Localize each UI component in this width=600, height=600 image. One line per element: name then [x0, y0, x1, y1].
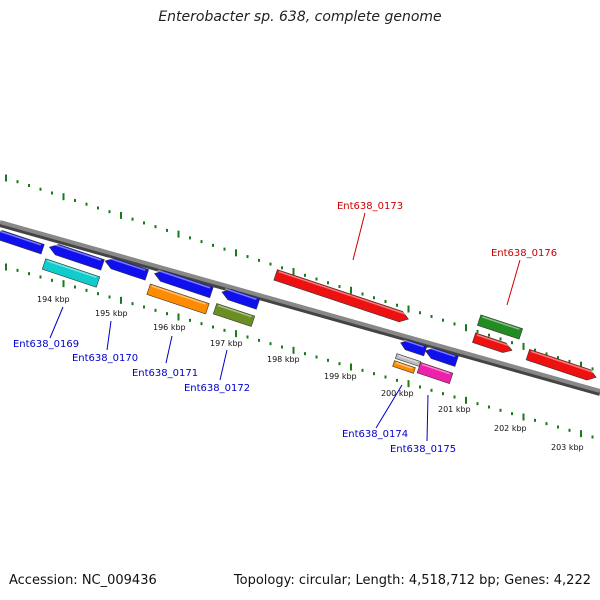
- feature-highlight: [476, 334, 511, 347]
- feature-body: [221, 288, 261, 310]
- backbone: [0, 220, 600, 396]
- leader-line: [506, 259, 521, 306]
- feature-body: [392, 360, 416, 374]
- gene-label-ent638_0170[interactable]: Ent638_0170: [72, 353, 138, 364]
- feature-highlight: [421, 363, 450, 375]
- gene-label-ent638_0172[interactable]: Ent638_0172: [184, 383, 250, 394]
- feature-highlight: [482, 316, 520, 330]
- leader-line: [49, 306, 64, 339]
- feature-body: [273, 269, 409, 323]
- feature-highlight: [52, 243, 102, 261]
- ent638_0175-feature[interactable]: [416, 362, 454, 384]
- feature-highlight: [224, 288, 257, 300]
- feature-highlight: [46, 260, 97, 278]
- kbp-label: 201 kbp: [438, 405, 471, 414]
- feature-highlight: [157, 269, 211, 289]
- feature-body: [416, 362, 454, 384]
- feature-body: [41, 258, 101, 288]
- gene-label-ent638_0171[interactable]: Ent638_0171: [132, 368, 198, 379]
- inner-tick-track: [5, 263, 594, 439]
- leader-line: [352, 212, 366, 261]
- genome-summary: Topology: circular; Length: 4,518,712 bp…: [233, 573, 591, 588]
- feature-body: [146, 283, 210, 315]
- gene-feature[interactable]: [48, 242, 105, 271]
- feature-highlight: [0, 229, 42, 246]
- leader-line: [426, 394, 429, 442]
- feature-highlight: [530, 350, 595, 374]
- gene-label-ent638_0175[interactable]: Ent638_0175: [390, 444, 456, 455]
- gene-feature[interactable]: [220, 287, 261, 310]
- label-leaders: [49, 212, 521, 442]
- gene-feature[interactable]: [525, 349, 598, 382]
- feature-track: [0, 228, 598, 384]
- backbone-line: [0, 220, 600, 393]
- feature-highlight: [278, 270, 408, 316]
- feature-body: [104, 258, 149, 281]
- ent638_0172-feature[interactable]: [212, 303, 256, 327]
- feature-body: [48, 244, 105, 271]
- gene-feature[interactable]: [153, 268, 214, 299]
- feature-body: [525, 349, 597, 381]
- kbp-label: 196 kbp: [153, 323, 186, 332]
- feature-highlight: [217, 304, 252, 318]
- gene-feature[interactable]: [0, 228, 45, 255]
- ent638_0173-feature[interactable]: [273, 269, 410, 325]
- gene-feature[interactable]: [424, 346, 459, 367]
- gene-feature[interactable]: [392, 360, 416, 374]
- leader-line: [375, 384, 403, 429]
- kbp-label: 203 kbp: [551, 443, 584, 452]
- kbp-label: 202 kbp: [494, 424, 527, 433]
- gene-label-ent638_0169[interactable]: Ent638_0169: [13, 339, 79, 350]
- feature-highlight: [403, 339, 424, 348]
- leader-line: [165, 335, 173, 364]
- outer-tick-track: [5, 174, 594, 371]
- feature-body: [472, 332, 513, 353]
- kbp-label: 194 kbp: [37, 295, 70, 304]
- feature-body: [154, 270, 214, 299]
- feature-highlight: [395, 362, 413, 369]
- gene-feature[interactable]: [472, 332, 513, 355]
- accession-label: Accession: NC_009436: [9, 573, 157, 588]
- feature-highlight: [151, 285, 207, 305]
- gene-label-ent638_0173[interactable]: Ent638_0173: [337, 201, 403, 212]
- gene-feature[interactable]: [103, 256, 149, 281]
- kbp-label: 197 kbp: [210, 339, 243, 348]
- kbp-label: 200 kbp: [381, 389, 414, 398]
- feature-highlight: [428, 346, 456, 358]
- leader-line: [106, 320, 112, 351]
- feature-body: [477, 314, 523, 340]
- feature-body: [400, 339, 428, 357]
- kbp-label: 195 kbp: [95, 309, 128, 318]
- ent638_0171-feature[interactable]: [146, 283, 210, 315]
- feature-highlight: [108, 257, 146, 271]
- feature-body: [424, 347, 459, 367]
- gene-feature[interactable]: [399, 338, 428, 357]
- gene-label-ent638_0174[interactable]: Ent638_0174: [342, 429, 408, 440]
- ent638_0176-feature[interactable]: [477, 314, 523, 340]
- feature-highlight: [398, 355, 418, 363]
- label-layer: 194 kbp 195 kbp 196 kbp 197 kbp 198 kbp 199 k…: [13, 201, 584, 455]
- feature-body: [0, 230, 45, 255]
- kbp-label: 199 kbp: [324, 372, 357, 381]
- kbp-label: 198 kbp: [267, 355, 300, 364]
- map-title: Enterobacter sp. 638, complete genome: [158, 9, 442, 25]
- gene-label-ent638_0176[interactable]: Ent638_0176: [491, 248, 557, 259]
- leader-line: [219, 349, 228, 381]
- feature-body: [212, 303, 256, 327]
- ent638_0169-feature[interactable]: [41, 258, 101, 288]
